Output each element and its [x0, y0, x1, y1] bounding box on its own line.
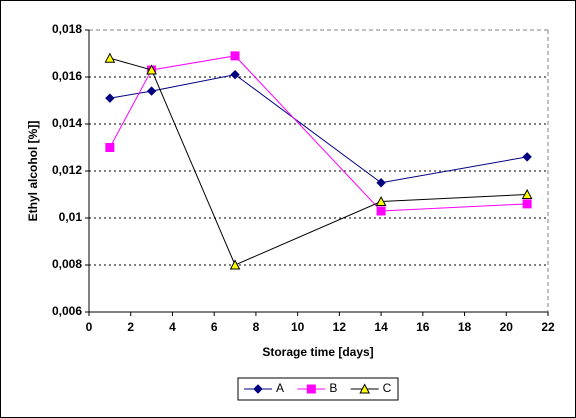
- marker: [375, 195, 387, 207]
- y-tick-label: 0,016: [52, 69, 82, 83]
- marker: [146, 64, 157, 75]
- marker: [521, 188, 533, 199]
- x-tick-label: 0: [86, 320, 93, 334]
- x-tick-label: 12: [333, 320, 347, 334]
- y-axis-label: Ethyl alcohol [%]]: [26, 121, 40, 222]
- y-tick-label: 0,008: [52, 257, 82, 271]
- marker: [229, 259, 241, 270]
- legend-label: A: [276, 381, 284, 395]
- legend-marker: [359, 383, 370, 394]
- x-tick-label: 20: [500, 320, 514, 334]
- x-tick-label: 2: [127, 320, 134, 334]
- y-tick-label: 0,014: [52, 116, 82, 130]
- marker: [376, 178, 386, 188]
- legend-label: B: [329, 381, 337, 395]
- y-tick-label: 0,012: [52, 163, 82, 177]
- marker: [105, 93, 115, 103]
- marker: [146, 86, 157, 96]
- x-axis-label: Storage time [days]: [262, 345, 373, 359]
- marker: [105, 143, 115, 152]
- x-tick-label: 22: [541, 320, 555, 334]
- x-tick-label: 16: [416, 320, 430, 334]
- x-tick-label: 14: [374, 320, 388, 334]
- legend-marker: [253, 384, 263, 394]
- marker: [376, 206, 386, 216]
- y-tick-label: 0,018: [52, 22, 82, 36]
- x-tick-label: 4: [169, 320, 176, 334]
- legend-marker: [306, 384, 316, 394]
- y-tick-label: 0,006: [52, 304, 82, 318]
- y-tick-label: 0,01: [59, 210, 83, 224]
- marker: [522, 199, 532, 209]
- marker: [522, 152, 532, 162]
- x-tick-label: 18: [458, 320, 472, 334]
- marker: [230, 51, 240, 61]
- marker: [230, 69, 240, 80]
- legend-label: C: [383, 381, 392, 395]
- x-tick-label: 10: [291, 320, 305, 334]
- marker: [104, 52, 116, 63]
- x-tick-label: 8: [253, 320, 260, 334]
- x-tick-label: 6: [211, 320, 218, 334]
